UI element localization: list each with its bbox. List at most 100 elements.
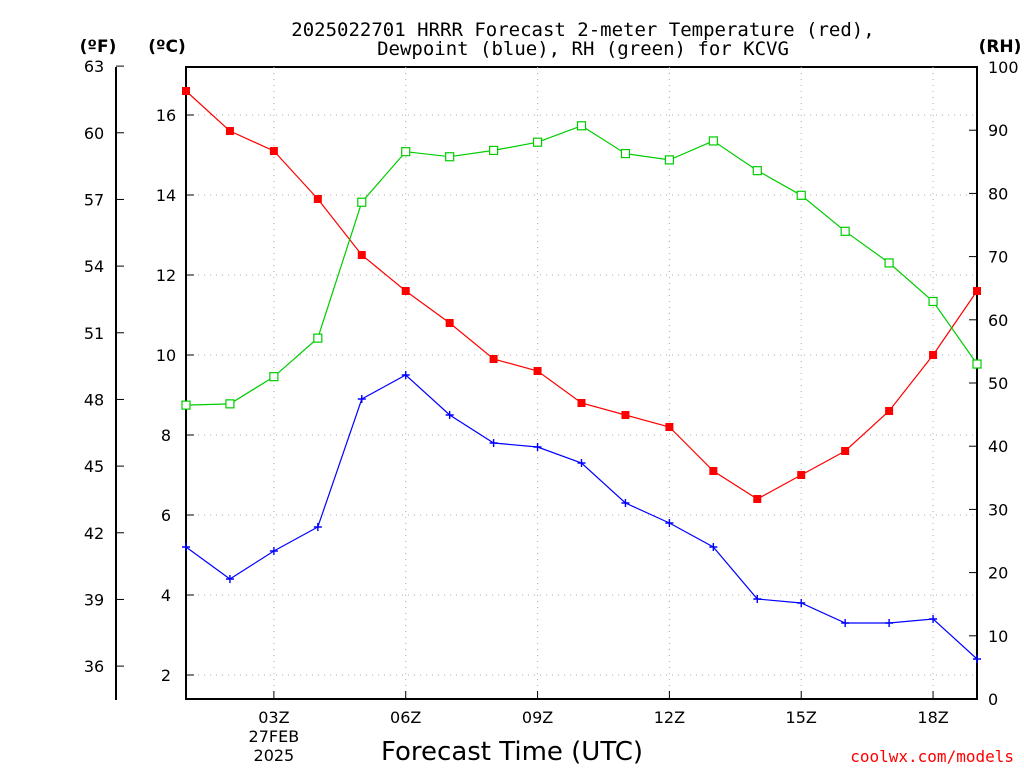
fahrenheit-tick-label: 42 — [84, 524, 104, 543]
celsius-tick-label: 8 — [161, 426, 171, 445]
temperature-point — [973, 287, 981, 295]
rh-unit-label: (RH) — [979, 37, 1022, 57]
fahrenheit-tick-label: 54 — [84, 257, 104, 276]
rh-tick-label: 40 — [988, 437, 1008, 456]
fahrenheit-tick-label: 57 — [84, 190, 104, 209]
celsius-tick-label: 14 — [156, 186, 176, 205]
celsius-tick-label: 4 — [161, 586, 171, 605]
x-tick-label: 06Z — [390, 708, 421, 727]
rh-tick-label: 90 — [988, 121, 1008, 140]
celsius-tick-label: 12 — [156, 266, 176, 285]
rh-point — [401, 147, 411, 157]
temperature-point — [489, 355, 498, 363]
rh-tick-label: 10 — [988, 627, 1008, 646]
temperature-point — [225, 127, 234, 135]
rh-point — [840, 226, 850, 236]
dewpoint-point — [182, 543, 190, 551]
grid-layer — [186, 67, 977, 699]
dewpoint-point — [797, 599, 806, 607]
x-year-label: 2025 — [254, 746, 295, 765]
celsius-tick-label: 16 — [156, 106, 176, 125]
temperature-point — [929, 351, 938, 359]
temperature-point — [621, 411, 630, 419]
temperature-point — [269, 147, 278, 155]
x-tick-label: 12Z — [654, 708, 685, 727]
x-axis-label: Forecast Time (UTC) — [381, 737, 643, 767]
rh-tick-label: 60 — [988, 311, 1008, 330]
rh-tick-label: 80 — [988, 184, 1008, 203]
x-date-label: 27FEB — [249, 727, 300, 746]
chart-title-line2: Dewpoint (blue), RH (green) for KCVG — [377, 38, 789, 60]
rh-point — [796, 190, 806, 200]
temperature-point — [665, 423, 674, 431]
celsius-tick-label: 2 — [161, 666, 171, 685]
credit-text: coolwx.com/models — [850, 747, 1014, 766]
dewpoint-point — [885, 619, 894, 627]
dewpoint-point — [401, 371, 410, 379]
rh-line — [185, 125, 978, 406]
x-tick-label: 15Z — [786, 708, 817, 727]
fahrenheit-tick-label: 63 — [84, 57, 104, 76]
temperature-point — [357, 251, 366, 259]
dewpoint-point — [313, 523, 322, 531]
celsius-unit-label: (ºC) — [148, 37, 186, 57]
dewpoint-line — [185, 374, 978, 660]
plot-frame — [185, 66, 978, 700]
fahrenheit-tick-label: 36 — [84, 657, 104, 676]
rh-point — [225, 399, 235, 409]
temperature-point — [753, 495, 762, 503]
temperature-line — [185, 90, 978, 500]
dewpoint-point — [357, 395, 366, 403]
rh-point — [445, 152, 455, 162]
x-tick-label: 03Z — [258, 708, 289, 727]
rh-point — [752, 166, 762, 176]
x-tick-label: 18Z — [917, 708, 948, 727]
temperature-point — [182, 87, 190, 95]
rh-tick-label: 20 — [988, 564, 1008, 583]
rh-point — [928, 296, 938, 307]
temperature-point — [885, 407, 894, 415]
rh-point — [532, 137, 543, 147]
fahrenheit-tick-label: 51 — [84, 324, 104, 343]
temperature-point — [401, 287, 410, 295]
fahrenheit-tick-label: 48 — [84, 390, 104, 409]
x-tick-label: 09Z — [522, 708, 553, 727]
dewpoint-point — [665, 519, 674, 527]
series-layer — [181, 87, 982, 663]
temperature-point — [577, 399, 586, 407]
temperature-point — [709, 467, 718, 475]
dewpoint-point — [841, 619, 850, 627]
rh-point — [357, 197, 367, 207]
fahrenheit-tick-label: 45 — [84, 457, 104, 476]
dewpoint-point — [445, 411, 454, 419]
rh-point — [269, 372, 279, 382]
dewpoint-point — [929, 615, 938, 623]
celsius-tick-label: 10 — [156, 346, 176, 365]
dewpoint-point — [973, 655, 981, 663]
rh-point — [972, 359, 982, 369]
celsius-tick-label: 6 — [161, 506, 171, 525]
temperature-point — [841, 447, 850, 455]
rh-point — [181, 400, 191, 410]
fahrenheit-tick-label: 60 — [84, 124, 104, 143]
temperature-point — [533, 367, 542, 375]
dewpoint-point — [621, 499, 630, 507]
rh-point — [489, 145, 499, 156]
fahrenheit-tick-label: 39 — [84, 590, 104, 609]
chart-title-line1: 2025022701 HRRR Forecast 2-meter Tempera… — [291, 19, 874, 41]
rh-tick-label: 70 — [988, 248, 1008, 267]
dewpoint-point — [709, 543, 718, 551]
dewpoint-point — [269, 547, 278, 555]
rh-point — [313, 333, 323, 343]
rh-point — [664, 155, 674, 165]
dewpoint-point — [753, 595, 762, 603]
rh-tick-label: 30 — [988, 500, 1008, 519]
dewpoint-point — [489, 439, 498, 447]
rh-tick-label: 50 — [988, 374, 1008, 393]
temperature-point — [797, 471, 806, 479]
rh-point — [708, 136, 718, 146]
dewpoint-point — [225, 575, 234, 583]
rh-tick-label: 100 — [988, 58, 1019, 77]
